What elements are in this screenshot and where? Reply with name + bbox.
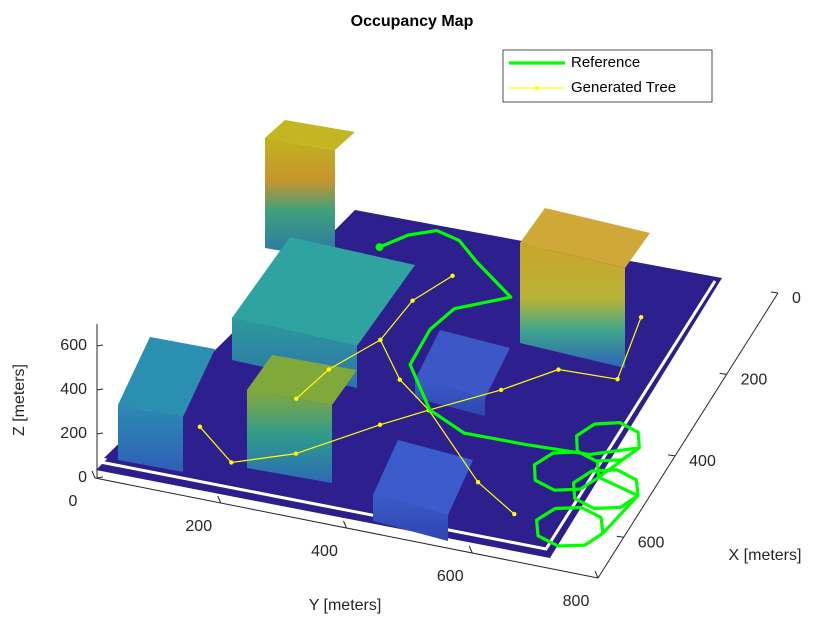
y-tick-label: 0 (69, 493, 78, 510)
tree-node (556, 367, 560, 371)
z-tick-label: 400 (60, 381, 87, 398)
z-tick (97, 433, 103, 434)
x-tick-label: 200 (741, 372, 768, 389)
tree-node (476, 480, 480, 484)
tree-node (639, 315, 643, 319)
y-tick (344, 521, 347, 528)
y-tick-label: 600 (437, 568, 464, 585)
x-tick (617, 536, 624, 537)
tree-node (229, 460, 233, 464)
y-tick-label: 800 (563, 593, 590, 610)
z-tick (97, 477, 103, 478)
tree-node (378, 423, 382, 427)
x-tick (771, 292, 778, 293)
building-front (247, 390, 332, 483)
z-tick-label: 200 (60, 425, 87, 442)
y-tick (469, 546, 472, 553)
z-tick (97, 389, 103, 390)
legend-label: Generated Tree (571, 79, 676, 96)
tree-node (294, 451, 298, 455)
y-tick (218, 496, 221, 503)
x-tick-label: 0 (792, 290, 801, 307)
page: {"chart_data": { "type": "line3d", "titl… (0, 0, 825, 620)
legend-marker (535, 86, 539, 90)
tree-node (198, 425, 202, 429)
y-tick (92, 471, 95, 478)
tree-node (615, 377, 619, 381)
tree-node (294, 397, 298, 401)
x-tick (720, 373, 727, 374)
x-tick-label: 600 (638, 535, 665, 552)
x-tick-label: 400 (689, 453, 716, 470)
tree-node (499, 388, 503, 392)
y-axis-label: Y [meters] (309, 597, 382, 614)
reference-start (376, 243, 384, 251)
x-axis-label: X [meters] (729, 547, 802, 564)
tree-node (450, 274, 454, 278)
tree-node (327, 367, 331, 371)
legend-label: Reference (571, 54, 640, 71)
y-tick (595, 571, 598, 578)
tree-node (398, 377, 402, 381)
x-tick (668, 455, 675, 456)
tree-node (512, 512, 516, 516)
tree-node (410, 298, 414, 302)
y-tick-label: 200 (185, 518, 212, 535)
chart: Occupancy Map X [meters] Y [meters] Z [m… (0, 0, 825, 620)
chart-title: Occupancy Map (351, 13, 474, 30)
z-tick (97, 345, 103, 346)
z-tick-label: 0 (78, 469, 87, 486)
y-tick-label: 400 (311, 543, 338, 560)
z-axis-label: Z [meters] (11, 364, 28, 436)
tree-node (378, 338, 382, 342)
z-tick-label: 600 (60, 337, 87, 354)
